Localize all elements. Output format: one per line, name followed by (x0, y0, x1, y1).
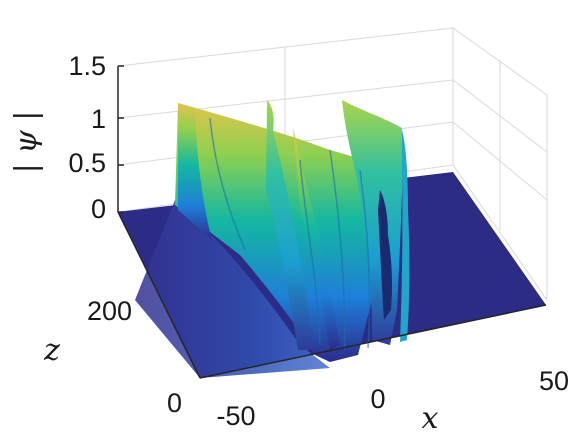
peak-3 (293, 128, 340, 350)
peak-1 (178, 103, 212, 240)
z-ticks (118, 65, 124, 213)
surface (175, 100, 410, 362)
x-tick-0: 0 (370, 384, 385, 414)
z-tick-1.5: 1.5 (68, 51, 106, 81)
y-axis-line (117, 211, 201, 379)
y-axis-label: z (43, 333, 60, 368)
x-tick-50: 50 (539, 366, 569, 396)
surface-ridges (209, 117, 371, 351)
z-tick-0.5: 0.5 (68, 148, 106, 178)
z-axis-label: | ψ | (9, 111, 44, 174)
peak-5 (378, 190, 392, 320)
peak-2 (266, 100, 315, 350)
x-axis-line (199, 304, 547, 379)
peak-6 (400, 130, 410, 342)
x-tick-minus50: -50 (216, 401, 255, 431)
y-tick-200: 200 (87, 296, 132, 326)
y-tick-0: 0 (167, 388, 182, 418)
z-tick-0: 0 (91, 194, 106, 224)
x-axis-label: x (422, 401, 439, 436)
axes (117, 66, 547, 379)
z-tick-1: 1 (91, 104, 106, 134)
